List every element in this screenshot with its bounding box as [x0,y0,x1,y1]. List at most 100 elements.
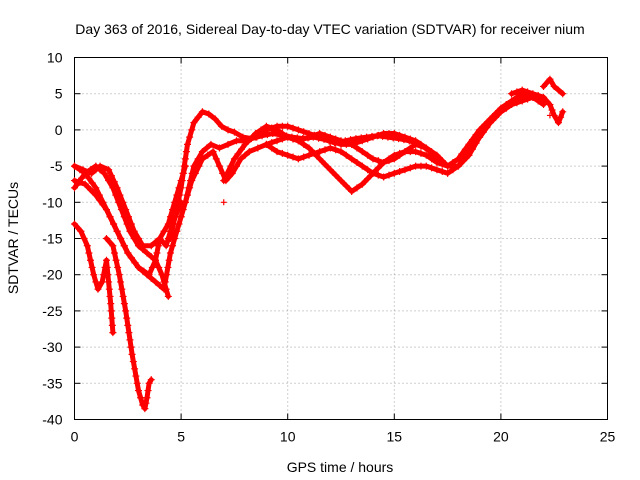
data-point [107,300,115,308]
data-point [337,177,345,185]
y-tick-label: 10 [47,50,63,66]
data-point [417,142,425,150]
data-point [102,256,110,264]
data-point [237,155,245,163]
data-point [122,206,130,214]
data-point [268,139,276,147]
data-point [513,88,521,96]
data-point [342,139,350,147]
data-point [300,128,308,136]
data-point [92,191,100,199]
data-point [109,242,117,250]
data-point [130,227,138,235]
data-point [369,133,377,141]
data-point [120,300,128,308]
data-point [554,86,562,94]
data-point [284,133,292,141]
data-point [353,144,361,152]
data-point [422,162,430,170]
data-point [502,104,510,112]
data-point [142,399,150,407]
data-point [118,285,126,293]
data-point [105,166,113,174]
data-point [294,126,302,134]
data-point [120,242,128,250]
data-point [129,358,137,366]
data-point [559,108,567,116]
data-point [342,151,350,159]
data-point [390,169,398,177]
data-point [205,110,213,118]
data-point [106,292,114,300]
data-point [215,162,223,170]
data-point [278,130,286,138]
data-point [183,191,191,199]
data-point [110,220,118,228]
data-point [99,201,107,209]
data-point [103,263,111,271]
data-point [179,169,187,177]
data-point [96,162,104,170]
data-point [508,90,516,98]
data-point [380,173,388,181]
data-point [289,135,297,143]
data-point [204,151,212,159]
data-point [513,97,521,105]
data-point [110,178,118,186]
data-point [305,151,313,159]
data-point [164,263,172,271]
data-point [154,242,162,250]
data-point [401,133,409,141]
data-point [220,177,228,185]
data-point [401,166,409,174]
data-point [147,242,155,250]
series-track-1 [71,220,117,337]
data-point [540,82,548,90]
data-point [112,256,120,264]
data-point [177,184,185,192]
data-point [227,162,235,170]
data-point [326,144,334,152]
data-point [422,151,430,159]
data-point [134,263,142,271]
data-point [141,405,149,413]
data-points [71,75,567,413]
data-point [218,122,226,130]
data-point [540,101,548,109]
data-point [128,350,136,358]
data-point [433,166,441,174]
data-point [71,162,78,170]
data-point [119,198,127,206]
x-tick-label: 15 [387,429,403,445]
data-point [458,150,466,158]
data-point [155,263,163,271]
data-point [113,184,121,192]
data-point [412,148,420,156]
data-point [188,126,196,134]
data-point [134,387,142,395]
data-point [234,150,242,158]
data-point [353,158,361,166]
data-point [273,126,281,134]
data-point [102,235,110,242]
data-point [144,387,152,395]
data-point [305,144,313,152]
data-point [461,145,469,153]
y-tick-label: 5 [55,86,63,102]
data-point [158,271,166,279]
data-point [417,149,425,157]
data-point [316,130,324,138]
data-point [492,113,500,121]
data-point [207,140,215,148]
data-point [81,180,89,188]
data-point [98,278,106,286]
data-point [125,329,133,337]
data-point [438,168,446,176]
series-band [72,163,171,299]
data-point [133,379,141,387]
data-point [230,128,238,136]
data-point [127,220,135,228]
data-point [124,249,132,257]
data-point [364,151,372,159]
y-tick-label: -25 [42,303,62,319]
